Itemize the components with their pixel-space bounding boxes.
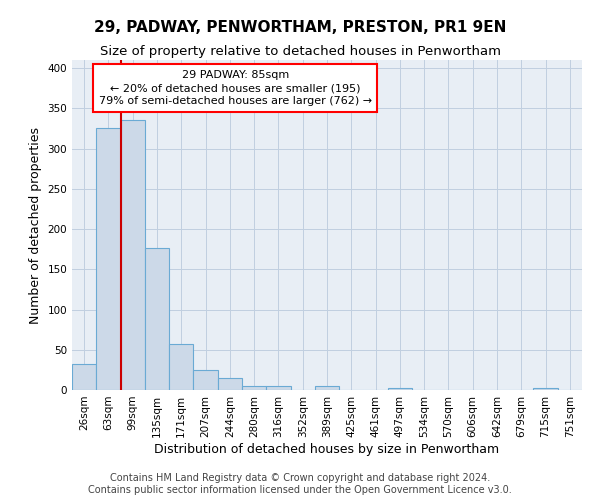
Bar (533, 388, 558, 390)
Bar (242, 386, 266, 390)
Bar (218, 378, 242, 390)
Text: Contains HM Land Registry data © Crown copyright and database right 2024.
Contai: Contains HM Land Registry data © Crown c… (88, 474, 512, 495)
Bar (266, 386, 290, 390)
X-axis label: Distribution of detached houses by size in Penwortham: Distribution of detached houses by size … (154, 442, 500, 456)
Bar (96, 128, 121, 390)
Bar (315, 386, 339, 390)
Y-axis label: Number of detached properties: Number of detached properties (29, 126, 42, 324)
Bar (145, 248, 169, 390)
Text: 29 PADWAY: 85sqm
← 20% of detached houses are smaller (195)
79% of semi-detached: 29 PADWAY: 85sqm ← 20% of detached house… (98, 70, 372, 106)
Text: 29, PADWAY, PENWORTHAM, PRESTON, PR1 9EN: 29, PADWAY, PENWORTHAM, PRESTON, PR1 9EN (94, 20, 506, 35)
Text: Size of property relative to detached houses in Penwortham: Size of property relative to detached ho… (100, 45, 500, 58)
Bar (72, 364, 96, 390)
Bar (388, 388, 412, 390)
Bar (121, 120, 145, 390)
Bar (193, 370, 218, 390)
Bar (169, 344, 193, 390)
